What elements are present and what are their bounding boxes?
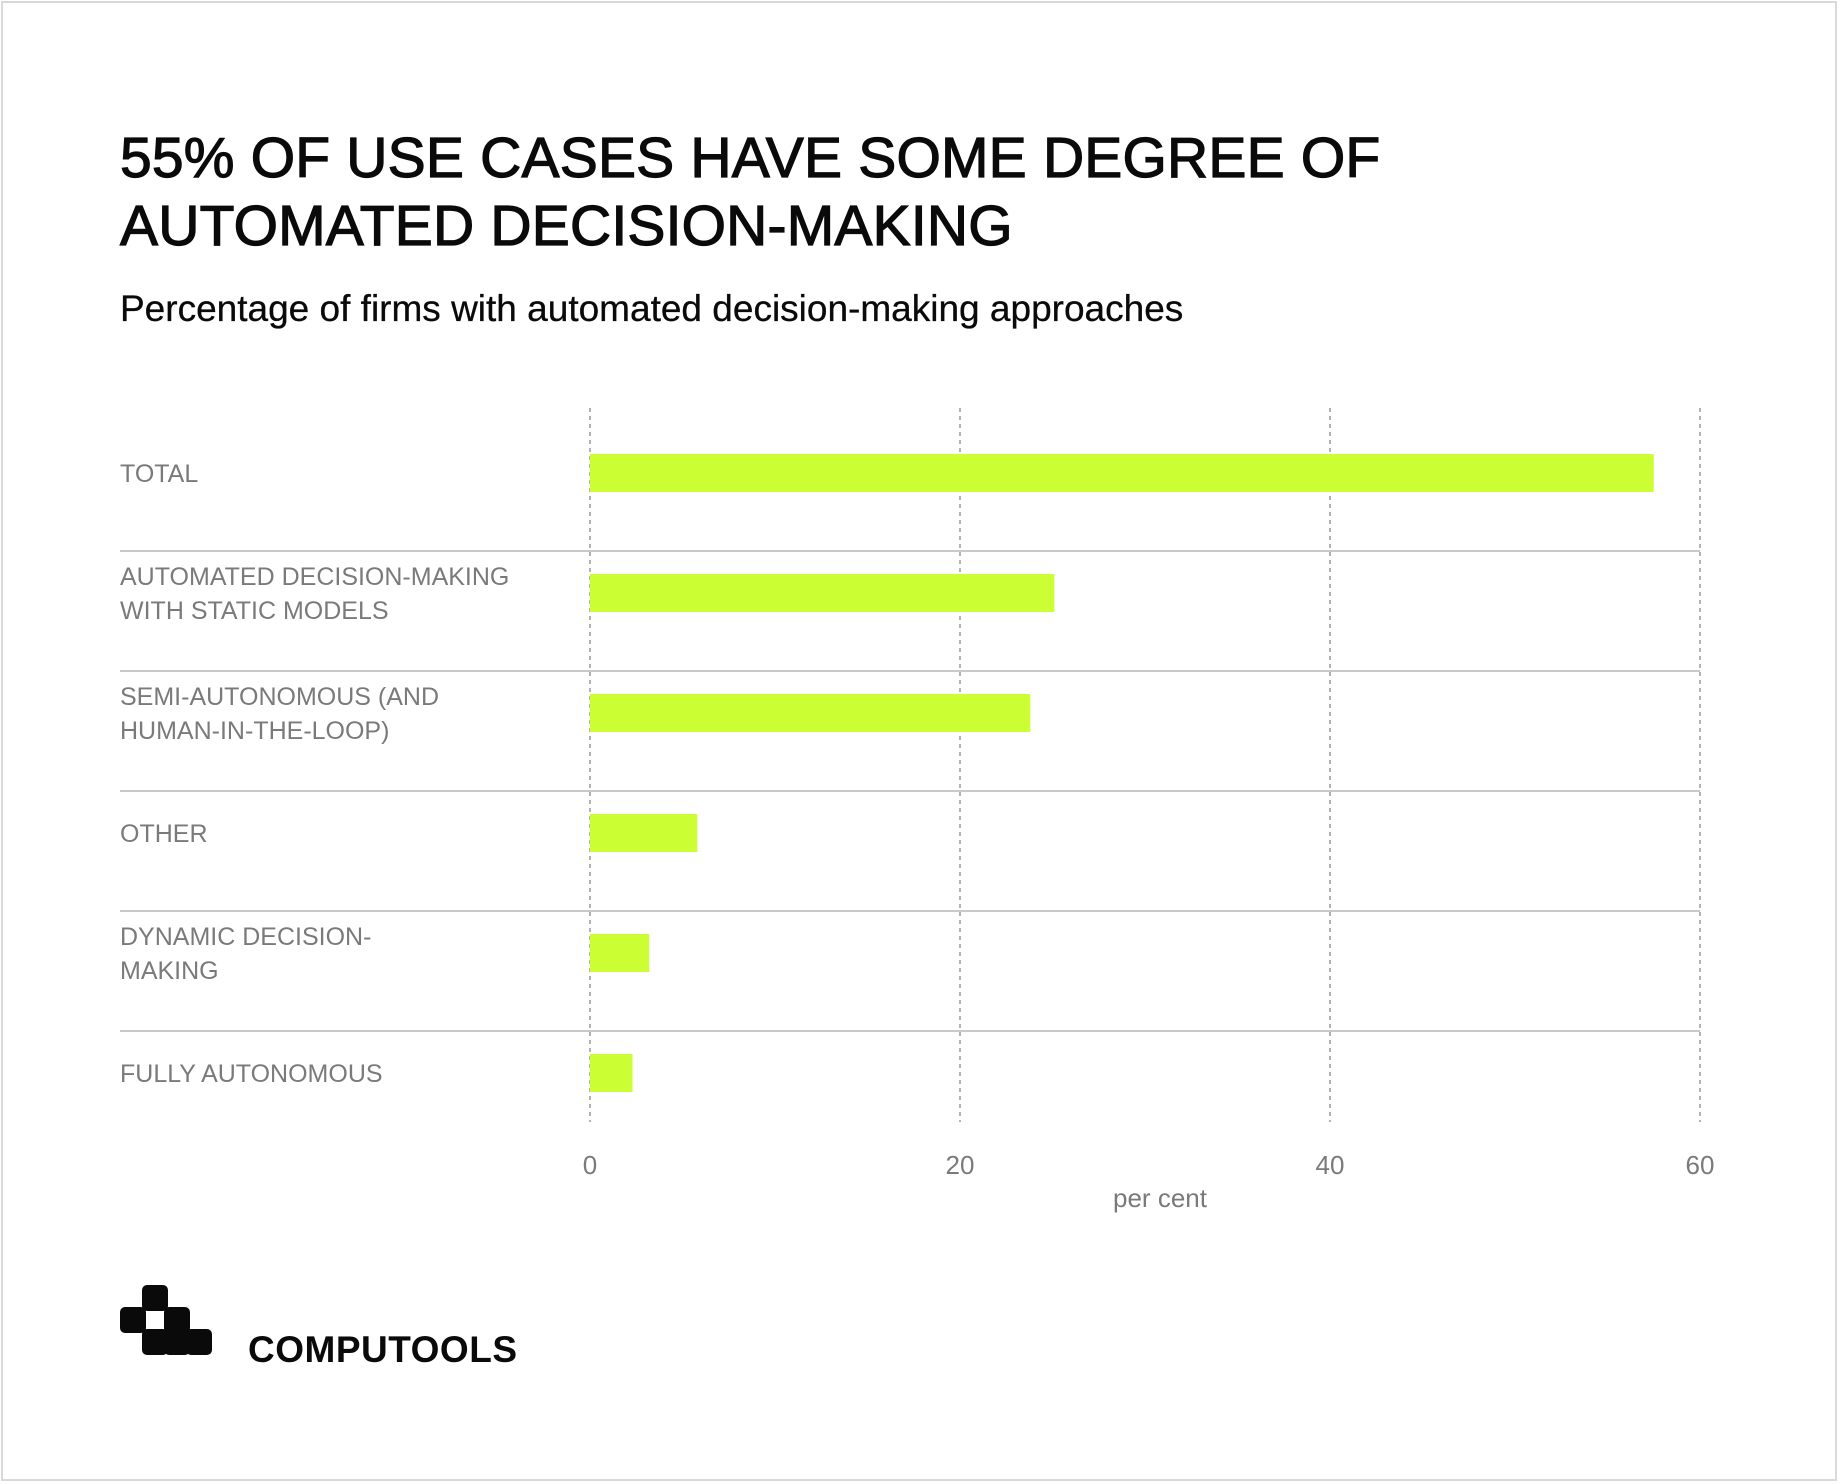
x-tick-label: 0 bbox=[583, 1150, 597, 1180]
computools-logo-icon bbox=[120, 1285, 212, 1355]
brand-name: COMPUTOOLS bbox=[248, 1329, 518, 1370]
x-axis-label: per cent bbox=[1113, 1183, 1208, 1213]
bar bbox=[590, 1054, 633, 1092]
category-label-line: WITH STATIC MODELS bbox=[120, 597, 389, 625]
chart-subtitle: Percentage of firms with automated decis… bbox=[120, 288, 1184, 329]
category-label-line: FULLY AUTONOMOUS bbox=[120, 1060, 383, 1088]
category-label: SEMI-AUTONOMOUS (AND HUMAN-IN-THE-LOOP) bbox=[120, 683, 439, 745]
category-label: TOTAL bbox=[120, 460, 198, 488]
category-label-line: DYNAMIC DECISION- bbox=[120, 923, 371, 951]
chart-title-line-1: 55% OF USE CASES HAVE SOME DEGREE OF bbox=[119, 125, 1381, 190]
category-label-line: SEMI-AUTONOMOUS (AND bbox=[120, 683, 439, 711]
x-tick-label: 40 bbox=[1316, 1150, 1345, 1180]
chart-title: 55% OF USE CASES HAVE SOME DEGREE OF AUT… bbox=[119, 124, 1620, 260]
category-label: DYNAMIC DECISION- MAKING bbox=[120, 923, 371, 985]
chart-title-line-2: AUTOMATED DECISION-MAKING bbox=[119, 193, 1013, 258]
category-label: OTHER bbox=[120, 820, 208, 848]
bar bbox=[590, 574, 1055, 612]
category-label-line: HUMAN-IN-THE-LOOP) bbox=[120, 717, 389, 745]
x-tick-label: 60 bbox=[1686, 1150, 1715, 1180]
category-label-line: OTHER bbox=[120, 820, 208, 848]
bar bbox=[590, 814, 698, 852]
bar bbox=[590, 454, 1654, 492]
category-label: FULLY AUTONOMOUS bbox=[120, 1060, 383, 1088]
category-label: AUTOMATED DECISION-MAKING WITH STATIC MOD… bbox=[120, 563, 509, 625]
bar bbox=[590, 694, 1031, 732]
category-label-line: TOTAL bbox=[120, 460, 198, 488]
category-label-line: MAKING bbox=[120, 957, 219, 985]
x-tick-label: 20 bbox=[946, 1150, 975, 1180]
bar bbox=[590, 934, 650, 972]
category-label-line: AUTOMATED DECISION-MAKING bbox=[120, 563, 509, 591]
